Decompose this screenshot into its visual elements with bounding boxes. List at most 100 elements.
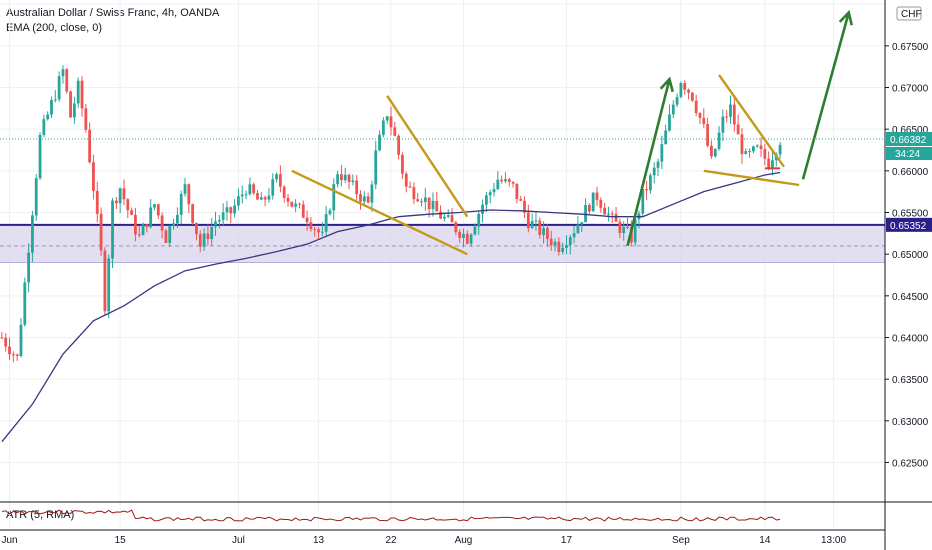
x-tick-label: Jul: [232, 535, 245, 546]
candle-body: [626, 226, 629, 228]
candle-body: [111, 200, 114, 259]
trendline: [386, 95, 469, 218]
candle-body: [107, 258, 111, 312]
candle-body: [443, 216, 446, 219]
candle-body: [595, 192, 599, 200]
candle-body: [546, 228, 549, 239]
y-tick-label: 0.67000: [892, 84, 929, 95]
y-tick-label: 0.66500: [892, 125, 929, 136]
candle-body: [446, 215, 450, 217]
y-tick-label: 0.64500: [892, 292, 929, 303]
candle-body: [99, 213, 103, 251]
x-tick-label: Sep: [672, 535, 690, 546]
candle-body: [660, 144, 664, 162]
candle-body: [229, 207, 233, 214]
y-tick-label: 0.67500: [892, 42, 929, 53]
candle-body: [168, 225, 172, 243]
y-tick-label: 0.66000: [892, 167, 929, 178]
projection-arrow-head: [659, 76, 674, 93]
candle-body: [271, 179, 275, 196]
candle-body: [511, 181, 515, 184]
y-tick-label: 0.63000: [892, 417, 929, 428]
candle-body: [137, 234, 141, 236]
candle-body: [748, 151, 751, 153]
candle-body: [687, 89, 690, 93]
candle-body: [607, 213, 610, 215]
candle-body: [343, 174, 347, 181]
candle-body: [618, 221, 622, 234]
candle-body: [53, 99, 57, 101]
candle-body: [610, 213, 614, 215]
support-zone: [0, 225, 885, 263]
candle-body: [751, 146, 755, 152]
candle-body: [427, 197, 431, 210]
candle-body: [664, 130, 668, 145]
ema-200-line: [1, 171, 781, 443]
candle-body: [683, 83, 687, 90]
candle-body: [587, 204, 591, 212]
candle-body: [378, 134, 381, 151]
candle-body: [713, 148, 717, 157]
projection-arrow: [626, 78, 671, 247]
candle-body: [118, 188, 122, 204]
candle-body: [23, 282, 27, 325]
support-zone-layer: [0, 223, 885, 263]
candle-body: [362, 196, 366, 202]
x-tick-label: Jun: [1, 535, 17, 546]
candle-body: [477, 213, 481, 227]
x-tick-label: Aug: [455, 535, 473, 546]
candle-body: [156, 204, 160, 216]
atr-pane: [0, 501, 932, 522]
candle-body: [381, 120, 385, 135]
ema-line-layer: [0, 138, 885, 443]
candle-body: [725, 116, 729, 118]
candle-body: [603, 207, 607, 215]
candle-body: [50, 100, 53, 115]
candle-body: [84, 108, 88, 130]
candle-body: [484, 195, 488, 205]
candle-body: [740, 134, 744, 154]
x-tick-label: 15: [115, 535, 127, 546]
candle-body: [526, 212, 530, 229]
candle-body: [57, 76, 61, 100]
candle-body: [187, 184, 191, 205]
candle-body: [122, 188, 126, 200]
currency-label: CHF: [901, 9, 922, 20]
candle-body: [8, 346, 11, 355]
candle-body: [481, 204, 484, 214]
candle-body: [294, 203, 298, 207]
candle-body: [523, 200, 526, 213]
currency-badge: [896, 6, 922, 21]
candle-body: [309, 222, 313, 229]
trendline: [718, 74, 785, 168]
support-price-label-box: [886, 217, 932, 232]
candle-body: [130, 210, 134, 215]
candle-body: [103, 250, 107, 312]
candle-body: [488, 192, 492, 196]
candle-body: [72, 103, 76, 118]
candle-body: [76, 80, 80, 104]
candle-body: [416, 199, 420, 202]
candle-body: [19, 324, 23, 356]
candle-body: [465, 233, 469, 244]
candle-body: [397, 135, 401, 155]
x-tick-label: 22: [385, 535, 397, 546]
candle-body: [149, 207, 153, 228]
y-tick-label: 0.65000: [892, 250, 929, 261]
candle-body: [549, 238, 553, 246]
candle-body: [267, 195, 271, 200]
candle-body: [732, 104, 736, 125]
candle-body: [153, 204, 156, 208]
candle-body: [4, 337, 8, 347]
candle-body: [206, 233, 210, 240]
candle-body: [584, 204, 587, 223]
projection-arrow-head: [838, 9, 854, 26]
candle-body: [328, 210, 332, 215]
candle-body: [580, 222, 584, 225]
candle-body: [374, 150, 378, 185]
candle-body: [671, 104, 675, 115]
y-tick-label: 0.65500: [892, 209, 929, 220]
candle-body: [439, 211, 442, 219]
candle-body: [412, 187, 416, 200]
